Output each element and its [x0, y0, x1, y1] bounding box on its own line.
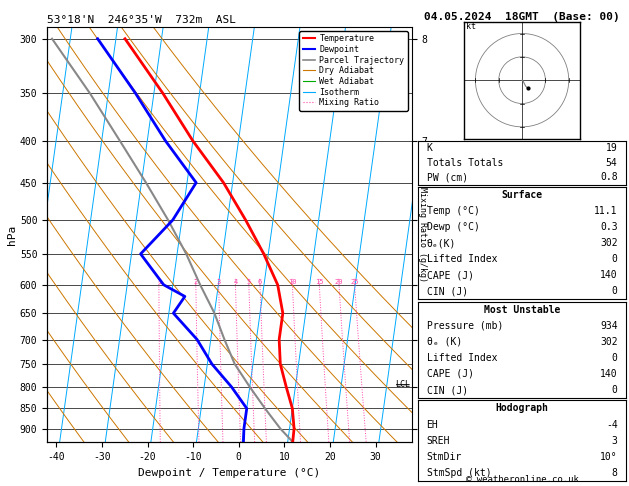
Text: 8: 8 [611, 468, 618, 478]
Text: 5: 5 [247, 279, 251, 285]
Y-axis label: km
ASL: km ASL [425, 235, 442, 256]
Text: Pressure (mb): Pressure (mb) [426, 321, 503, 331]
Text: -4: -4 [606, 419, 618, 430]
Text: K: K [426, 143, 433, 153]
Text: PW (cm): PW (cm) [426, 173, 468, 182]
Text: 11.1: 11.1 [594, 206, 618, 216]
Text: LCL: LCL [395, 380, 409, 389]
Text: EH: EH [426, 419, 438, 430]
Text: Surface: Surface [501, 190, 543, 200]
Text: Hodograph: Hodograph [496, 403, 548, 414]
Y-axis label: hPa: hPa [7, 225, 17, 244]
Text: 3: 3 [216, 279, 221, 285]
Text: 302: 302 [600, 238, 618, 248]
Text: 0: 0 [611, 385, 618, 395]
Text: 0.8: 0.8 [600, 173, 618, 182]
Text: CIN (J): CIN (J) [426, 385, 468, 395]
Text: 20: 20 [335, 279, 343, 285]
Text: 302: 302 [600, 337, 618, 347]
Text: 3: 3 [611, 435, 618, 446]
Text: 6: 6 [258, 279, 262, 285]
Text: Temp (°C): Temp (°C) [426, 206, 479, 216]
Text: 15: 15 [315, 279, 323, 285]
Text: 0: 0 [611, 254, 618, 264]
Text: 934: 934 [600, 321, 618, 331]
Text: 0: 0 [611, 353, 618, 363]
Text: θₑ (K): θₑ (K) [426, 337, 462, 347]
Legend: Temperature, Dewpoint, Parcel Trajectory, Dry Adiabat, Wet Adiabat, Isotherm, Mi: Temperature, Dewpoint, Parcel Trajectory… [299, 31, 408, 110]
Text: θₑ(K): θₑ(K) [426, 238, 456, 248]
Text: Dewp (°C): Dewp (°C) [426, 222, 479, 232]
Text: 2: 2 [194, 279, 198, 285]
Text: 0: 0 [611, 286, 618, 296]
Text: Lifted Index: Lifted Index [426, 353, 497, 363]
Text: 53°18'N  246°35'W  732m  ASL: 53°18'N 246°35'W 732m ASL [47, 15, 236, 25]
Text: 140: 140 [600, 369, 618, 379]
Text: SREH: SREH [426, 435, 450, 446]
Text: Mixing Ratio (g/kg): Mixing Ratio (g/kg) [418, 187, 427, 282]
Text: 10°: 10° [600, 451, 618, 462]
Text: 25: 25 [350, 279, 359, 285]
Text: 0.3: 0.3 [600, 222, 618, 232]
Text: StmDir: StmDir [426, 451, 462, 462]
Text: CIN (J): CIN (J) [426, 286, 468, 296]
Text: 19: 19 [606, 143, 618, 153]
Text: Most Unstable: Most Unstable [484, 305, 560, 315]
Text: 10: 10 [288, 279, 297, 285]
Text: 1: 1 [157, 279, 161, 285]
Text: StmSpd (kt): StmSpd (kt) [426, 468, 491, 478]
Text: kt: kt [466, 22, 476, 31]
Text: Totals Totals: Totals Totals [426, 158, 503, 168]
Text: Lifted Index: Lifted Index [426, 254, 497, 264]
Text: 4: 4 [233, 279, 238, 285]
Text: CAPE (J): CAPE (J) [426, 369, 474, 379]
Text: 140: 140 [600, 270, 618, 280]
Text: © weatheronline.co.uk: © weatheronline.co.uk [465, 474, 579, 484]
Text: 54: 54 [606, 158, 618, 168]
Text: 04.05.2024  18GMT  (Base: 00): 04.05.2024 18GMT (Base: 00) [424, 12, 620, 22]
X-axis label: Dewpoint / Temperature (°C): Dewpoint / Temperature (°C) [138, 468, 321, 478]
Text: CAPE (J): CAPE (J) [426, 270, 474, 280]
